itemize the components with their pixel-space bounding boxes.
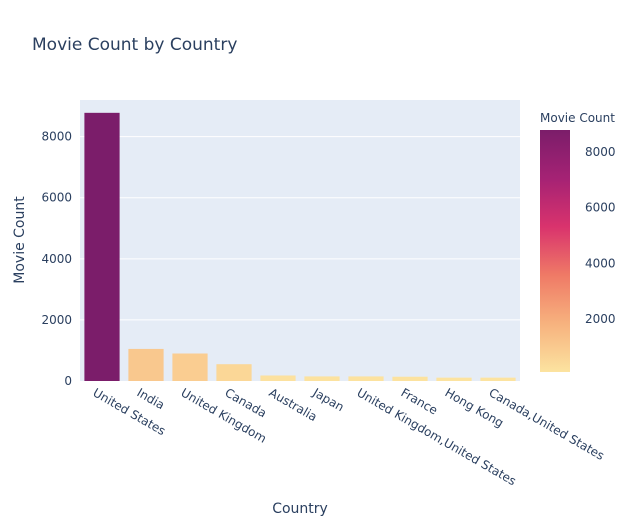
y-tick-label: 8000 <box>41 130 72 144</box>
y-tick-labels: 0 2000 4000 6000 8000 <box>41 130 72 388</box>
colorbar: Movie Count 2000 4000 6000 8000 <box>540 111 616 372</box>
y-axis-label: Movie Count <box>12 196 28 284</box>
bar[interactable] <box>128 348 164 381</box>
bar[interactable] <box>216 364 252 381</box>
bar[interactable] <box>348 376 384 381</box>
x-tick-label: India <box>135 385 168 412</box>
bar[interactable] <box>172 353 208 381</box>
x-axis-label: Country <box>272 501 328 517</box>
bar[interactable] <box>84 112 120 382</box>
colorbar-tick-label: 2000 <box>585 312 616 326</box>
bar[interactable] <box>304 376 340 381</box>
bar[interactable] <box>436 377 472 381</box>
y-tick-label: 0 <box>64 374 72 388</box>
chart-title: Movie Count by Country <box>32 35 237 55</box>
colorbar-tick-label: 4000 <box>585 256 616 270</box>
plot-area <box>80 100 520 381</box>
y-gridlines <box>80 136 520 321</box>
y-tick-label: 6000 <box>41 191 72 205</box>
bars <box>84 112 516 382</box>
bar[interactable] <box>392 376 428 381</box>
colorbar-tick-label: 6000 <box>585 201 616 215</box>
bar[interactable] <box>480 377 516 381</box>
y-tick-label: 4000 <box>41 252 72 266</box>
y-tick-label: 2000 <box>41 313 72 327</box>
bar[interactable] <box>260 375 296 381</box>
x-tick-label: Australia <box>267 385 320 424</box>
colorbar-tick-labels: 2000 4000 6000 8000 <box>585 145 616 326</box>
colorbar-tick-label: 8000 <box>585 145 616 159</box>
colorbar-title: Movie Count <box>540 111 615 125</box>
x-tick-label: Canada,United States <box>487 385 607 462</box>
colorbar-gradient <box>540 130 570 372</box>
